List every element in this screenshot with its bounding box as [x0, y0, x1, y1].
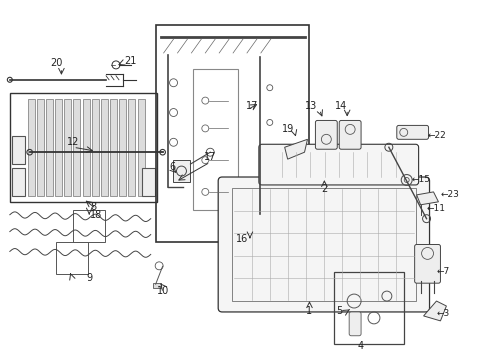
- Text: 14: 14: [334, 101, 347, 111]
- Bar: [128, 99, 135, 196]
- Polygon shape: [423, 301, 445, 321]
- Bar: [91, 99, 99, 196]
- Bar: [73, 210, 105, 241]
- Bar: [232, 188, 415, 301]
- Text: 5: 5: [335, 306, 342, 316]
- Text: ←7: ←7: [436, 267, 449, 276]
- Text: ←22: ←22: [426, 131, 445, 140]
- FancyBboxPatch shape: [348, 312, 360, 336]
- Bar: [155, 25, 309, 241]
- Text: 17: 17: [245, 101, 257, 111]
- Text: 18: 18: [90, 210, 102, 220]
- FancyBboxPatch shape: [396, 125, 428, 139]
- Polygon shape: [284, 139, 307, 159]
- Text: ←23: ←23: [440, 190, 459, 199]
- Text: 8: 8: [90, 202, 96, 212]
- Bar: [110, 99, 117, 196]
- Bar: [137, 99, 144, 196]
- Bar: [82, 99, 90, 196]
- Text: ←3: ←3: [436, 310, 449, 318]
- Bar: [12, 136, 25, 164]
- Bar: [10, 93, 156, 202]
- Bar: [152, 283, 160, 288]
- Polygon shape: [416, 192, 438, 205]
- FancyBboxPatch shape: [258, 144, 418, 185]
- FancyBboxPatch shape: [218, 177, 429, 312]
- Bar: [101, 99, 107, 196]
- Text: 2: 2: [320, 184, 327, 194]
- Text: 13: 13: [305, 101, 317, 111]
- Text: 20: 20: [50, 58, 62, 68]
- FancyBboxPatch shape: [414, 245, 439, 283]
- Text: 6: 6: [169, 162, 175, 172]
- FancyBboxPatch shape: [315, 120, 336, 149]
- Text: ←15: ←15: [410, 176, 429, 185]
- Text: 4: 4: [357, 341, 363, 351]
- Text: 12: 12: [67, 137, 79, 147]
- Bar: [141, 168, 154, 196]
- Bar: [28, 99, 34, 196]
- Bar: [333, 272, 403, 344]
- Text: 16: 16: [235, 233, 248, 243]
- Bar: [55, 99, 62, 196]
- Text: 21: 21: [124, 56, 137, 66]
- Bar: [37, 99, 44, 196]
- Text: 1: 1: [306, 306, 312, 316]
- Text: 17: 17: [204, 152, 216, 162]
- Text: ←11: ←11: [426, 204, 445, 213]
- Bar: [56, 242, 88, 274]
- Bar: [193, 69, 238, 210]
- Text: 9: 9: [86, 273, 92, 283]
- FancyBboxPatch shape: [338, 120, 360, 149]
- Bar: [74, 99, 80, 196]
- Bar: [119, 99, 126, 196]
- Bar: [12, 168, 25, 196]
- Bar: [172, 160, 190, 182]
- Text: 10: 10: [156, 286, 168, 296]
- Bar: [64, 99, 71, 196]
- Text: 19: 19: [281, 124, 293, 134]
- Bar: [46, 99, 53, 196]
